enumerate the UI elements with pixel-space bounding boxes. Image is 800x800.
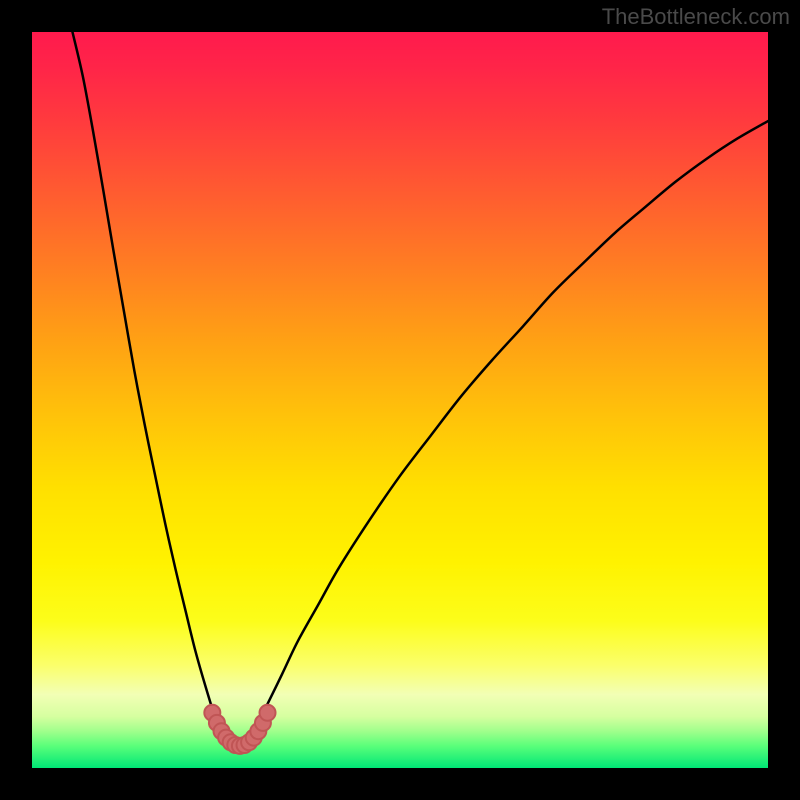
chart-gradient-background [32, 32, 768, 768]
marker-dot [260, 705, 276, 721]
bottleneck-chart [0, 0, 800, 800]
watermark-text: TheBottleneck.com [602, 4, 790, 30]
